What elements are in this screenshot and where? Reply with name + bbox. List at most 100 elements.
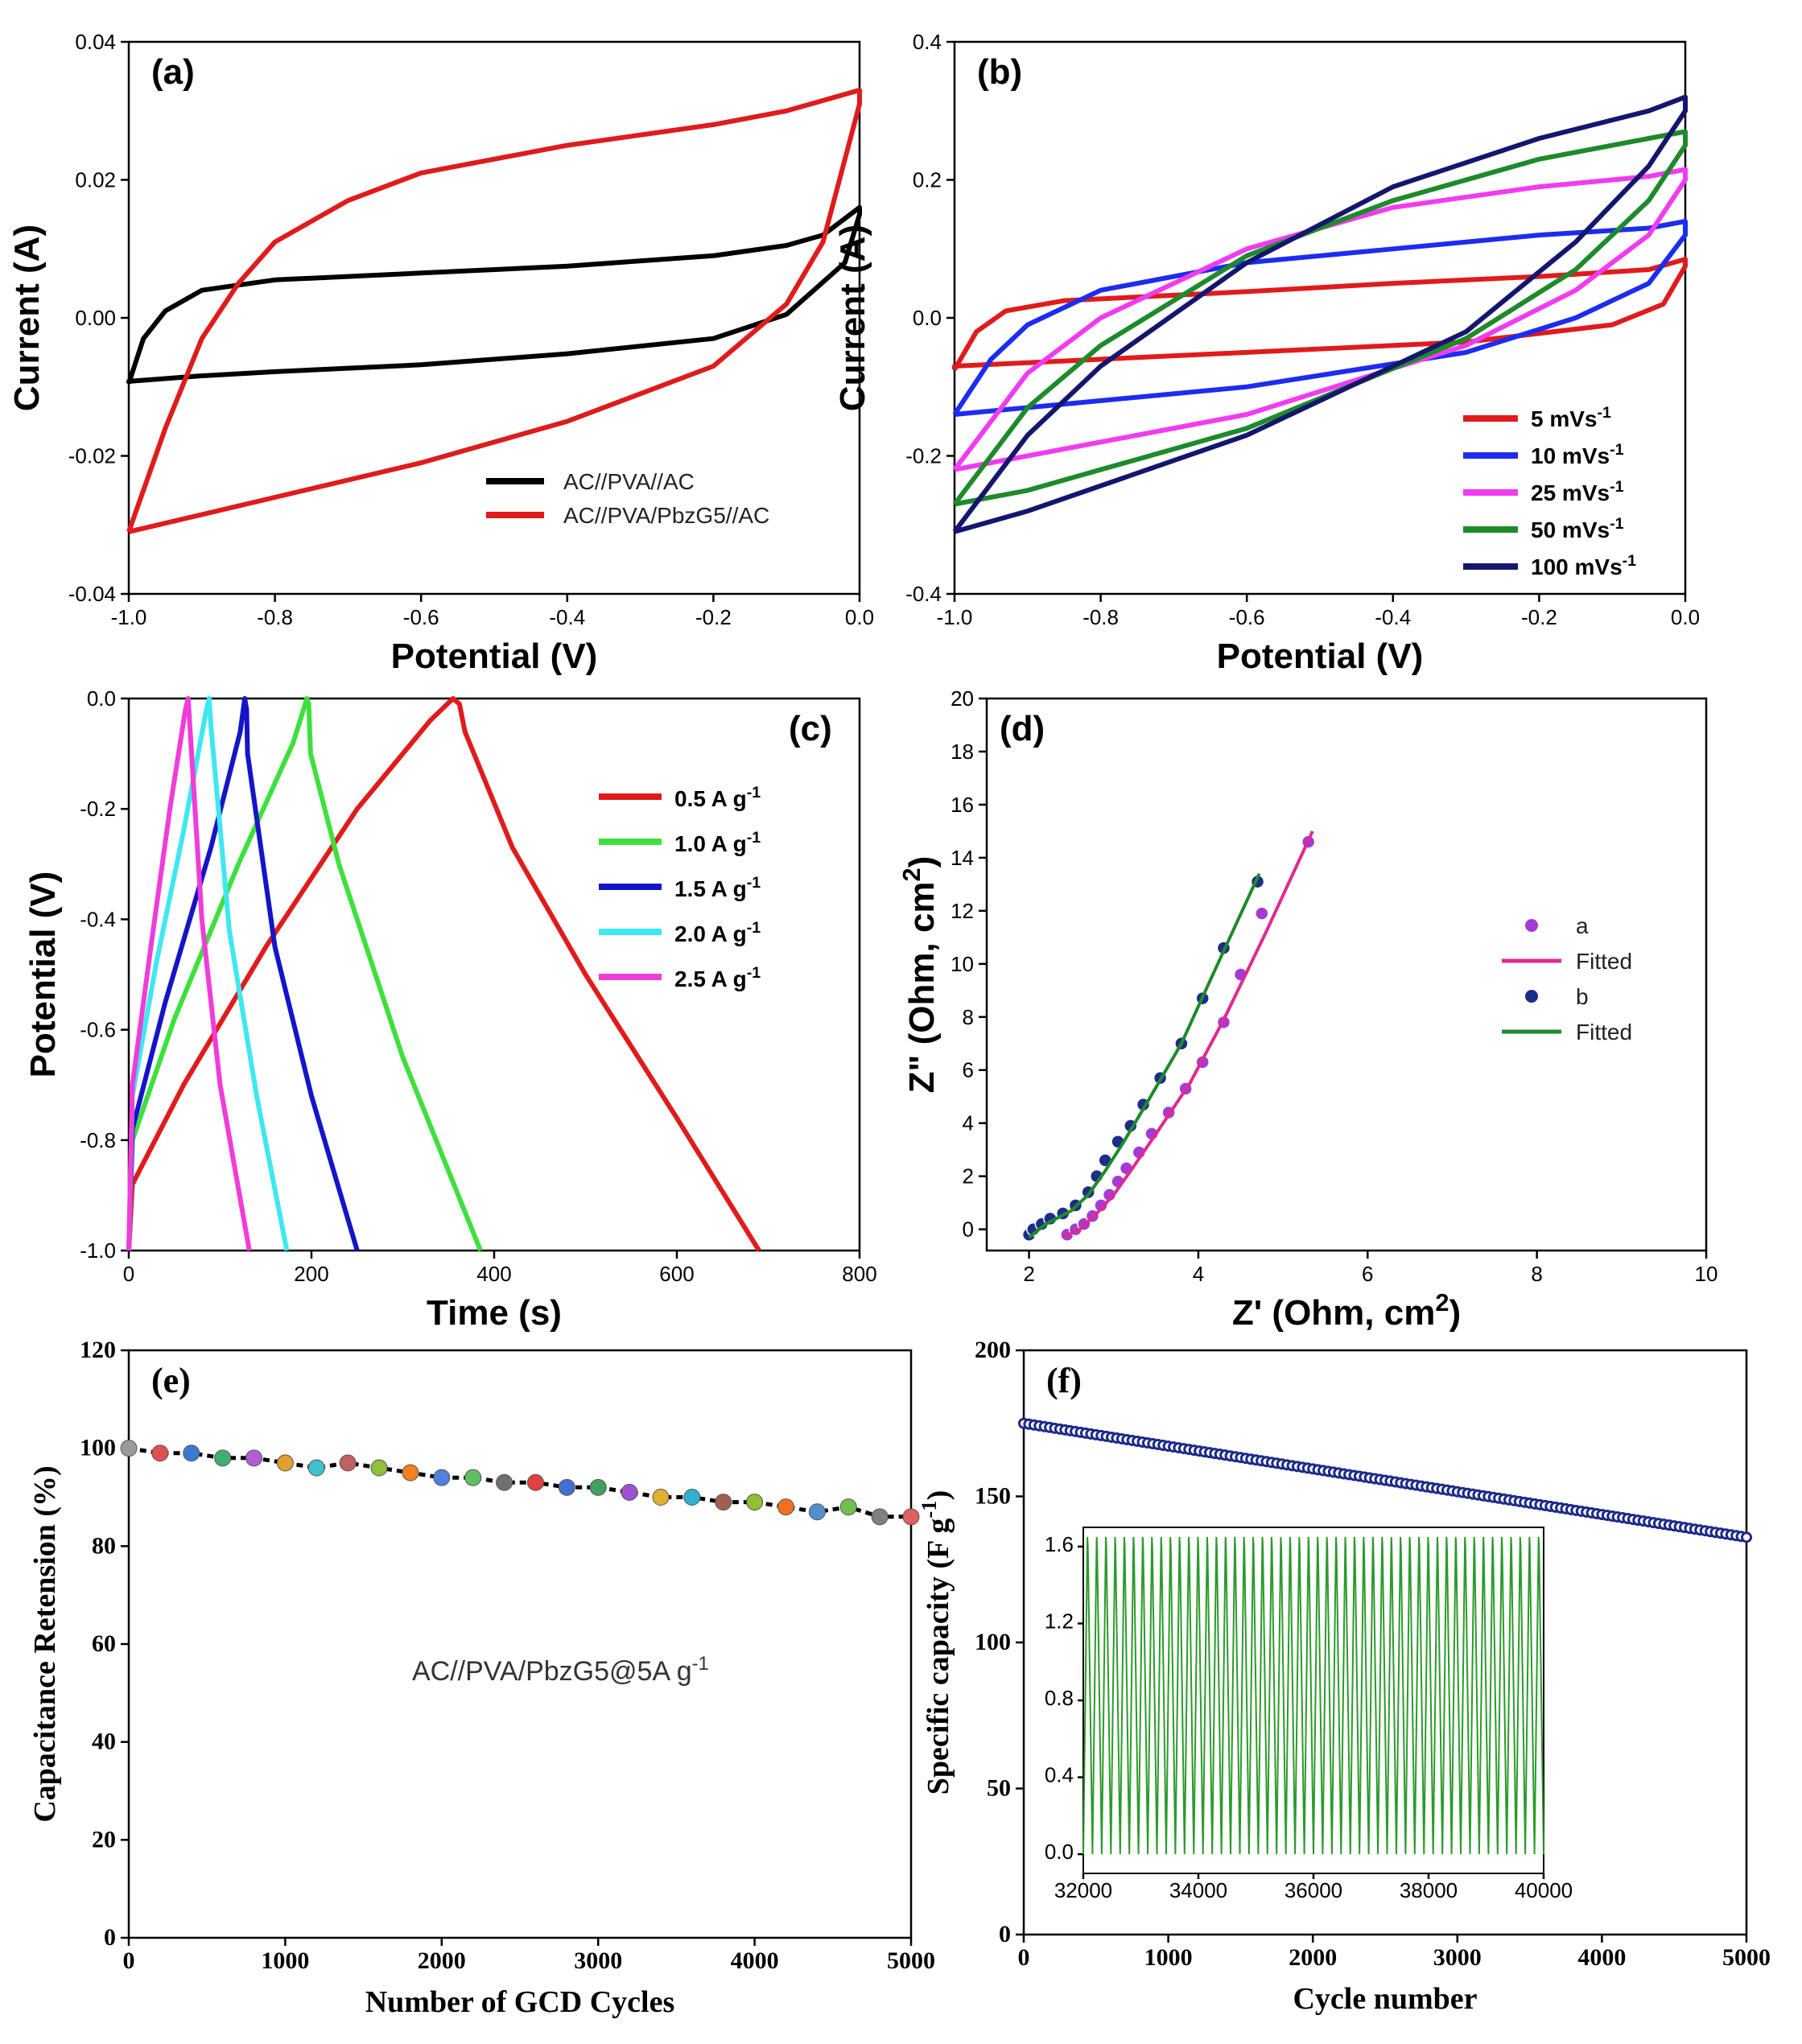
y-tick-label: -0.04 <box>68 582 116 606</box>
retention-point <box>276 1454 294 1472</box>
y-tick-label: 100 <box>80 1435 116 1461</box>
x-axis-label-text: Number of GCD Cycles <box>365 1985 675 2019</box>
y-tick-label: 40 <box>92 1729 116 1755</box>
inset-y-tick-label: 0.4 <box>1045 1763 1074 1787</box>
legend-label: 5 mVs-1 <box>1531 404 1611 431</box>
retention-point <box>839 1498 857 1516</box>
retention-point <box>120 1440 138 1457</box>
retention-point <box>151 1444 169 1462</box>
x-axis-label: Potential (V) <box>391 637 598 676</box>
legend-label-text: 10 mVs <box>1531 443 1610 468</box>
inset-y-tick-label: 1.2 <box>1045 1609 1074 1633</box>
y-axis-label-text: Potential (V) <box>23 872 63 1078</box>
y-tick-label: 80 <box>92 1532 116 1559</box>
y-tick-label: 0 <box>999 1921 1011 1947</box>
y-tick-label: 10 <box>950 952 974 976</box>
y-tick-label: -0.2 <box>80 797 116 821</box>
retention-point <box>746 1494 764 1511</box>
x-axis-label-text: Cycle number <box>1293 1982 1477 2016</box>
series-line-4 <box>126 696 290 1251</box>
legend-label-text: 2.0 A g <box>674 921 747 946</box>
y-tick-label: 100 <box>975 1629 1011 1655</box>
y-tick-label: 14 <box>950 846 974 870</box>
legend-label: 0.5 A g-1 <box>674 784 761 811</box>
panel-label: (a) <box>151 52 195 92</box>
x-tick-label: 2000 <box>418 1947 466 1974</box>
plot-frame <box>127 1349 913 1939</box>
y-axis-label: Z" (Ohm, cm2) <box>897 856 942 1094</box>
y-tick-label: 150 <box>975 1483 1011 1510</box>
legend-label-text: 1.5 A g <box>674 876 747 901</box>
y-tick-label: -0.2 <box>905 444 942 468</box>
x-tick-label: 600 <box>659 1262 694 1286</box>
panel-label: (b) <box>977 52 1022 92</box>
y-axis-label-text: Specific capacity (F g <box>922 1519 955 1795</box>
y-tick-label: 60 <box>92 1630 116 1657</box>
y-axis-label-sup: -1 <box>917 1500 941 1518</box>
y-tick-label: 0 <box>963 1218 974 1242</box>
inset-y-tick-label: 0.0 <box>1045 1840 1074 1864</box>
x-axis-label-sup: 2 <box>1435 1288 1449 1317</box>
series-line-1 <box>126 204 862 385</box>
y-tick-label: 18 <box>950 740 974 764</box>
x-tick-label: 2 <box>1023 1262 1034 1286</box>
y-tick-label: -0.4 <box>80 907 116 931</box>
x-tick-label: 0 <box>123 1947 135 1974</box>
x-tick-label: 4000 <box>731 1947 779 1974</box>
legend-label-text: 2.5 A g <box>674 966 747 991</box>
y-axis-label: Current (A) <box>833 225 872 411</box>
series-line-1 <box>126 696 761 1252</box>
y-tick-label: 0 <box>104 1924 116 1951</box>
y-axis-label-text: Capacitance Retension (%) <box>28 1465 62 1822</box>
y-tick-label: -0.02 <box>68 444 116 468</box>
legend-label-sup: -1 <box>747 964 761 982</box>
retention-point <box>558 1478 575 1496</box>
legend-label-sup: -1 <box>747 829 761 847</box>
legend-label-text: 0.5 A g <box>674 786 747 811</box>
fitted-line-3 <box>1028 872 1261 1239</box>
x-axis-label-text: Potential (V) <box>391 637 598 676</box>
x-tick-label: 400 <box>476 1262 511 1286</box>
legend-label: 1.0 A g-1 <box>674 829 761 856</box>
x-tick-label: 2000 <box>1289 1944 1337 1971</box>
retention-point <box>496 1473 513 1491</box>
legend-label: 100 mVs-1 <box>1531 552 1636 579</box>
panel-b: -1.0 -0.8 -0.6 -0.4 -0.2 0.0 -0.4 -0.2 0.0 0.2 0.4… <box>833 30 1700 676</box>
retention-point <box>777 1498 794 1516</box>
legend-label: 2.5 A g-1 <box>674 964 761 991</box>
capacity-point <box>1741 1531 1752 1543</box>
retention-point <box>526 1473 544 1491</box>
panel-c: 0 200 400 600 800 -1.0 -0.8 -0.6 -0.4 -0.2 0.0 Time… <box>23 686 877 1333</box>
y-axis-label-text: Z" (Ohm, cm <box>902 881 942 1093</box>
x-tick-label: 0.0 <box>845 605 874 629</box>
retention-point <box>715 1494 732 1511</box>
inset-x-tick-label: 36000 <box>1284 1878 1342 1902</box>
legend-label-sup: -1 <box>1610 441 1624 459</box>
x-tick-label: 3000 <box>574 1947 622 1974</box>
x-axis-label: Z' (Ohm, cm2) <box>1232 1288 1461 1333</box>
legend-label: b <box>1576 984 1589 1009</box>
series-line-5 <box>126 696 252 1251</box>
x-tick-label: 5000 <box>1722 1944 1771 1971</box>
y-tick-label: -1.0 <box>80 1238 116 1263</box>
x-tick-label: 1000 <box>261 1947 309 1974</box>
legend-label: 10 mVs-1 <box>1531 441 1624 468</box>
y-axis-label-sup: 2 <box>897 867 926 881</box>
series-line-2 <box>126 696 483 1252</box>
legend-swatch <box>1525 990 1538 1003</box>
x-axis-label-text: Potential (V) <box>1217 637 1424 676</box>
retention-point <box>589 1478 607 1496</box>
y-axis-label: Current (A) <box>7 225 47 411</box>
plot-frame <box>985 697 1708 1252</box>
legend-label-text: 100 mVs <box>1531 554 1623 579</box>
y-axis-label: Potential (V) <box>23 872 63 1078</box>
legend-label-sup: -1 <box>1610 478 1624 496</box>
fitted-line-1 <box>1062 830 1314 1239</box>
x-tick-label: -0.2 <box>1521 605 1557 629</box>
y-tick-label: 0.0 <box>87 686 116 711</box>
retention-annotation-sup: -1 <box>692 1653 709 1675</box>
x-tick-label: -0.8 <box>1082 605 1119 629</box>
panel-f: 0 1000 2000 3000 4000 5000 0 50 100 150 200 Cycle n… <box>917 1337 1771 2016</box>
y-axis-label-end: ) <box>922 1490 955 1501</box>
